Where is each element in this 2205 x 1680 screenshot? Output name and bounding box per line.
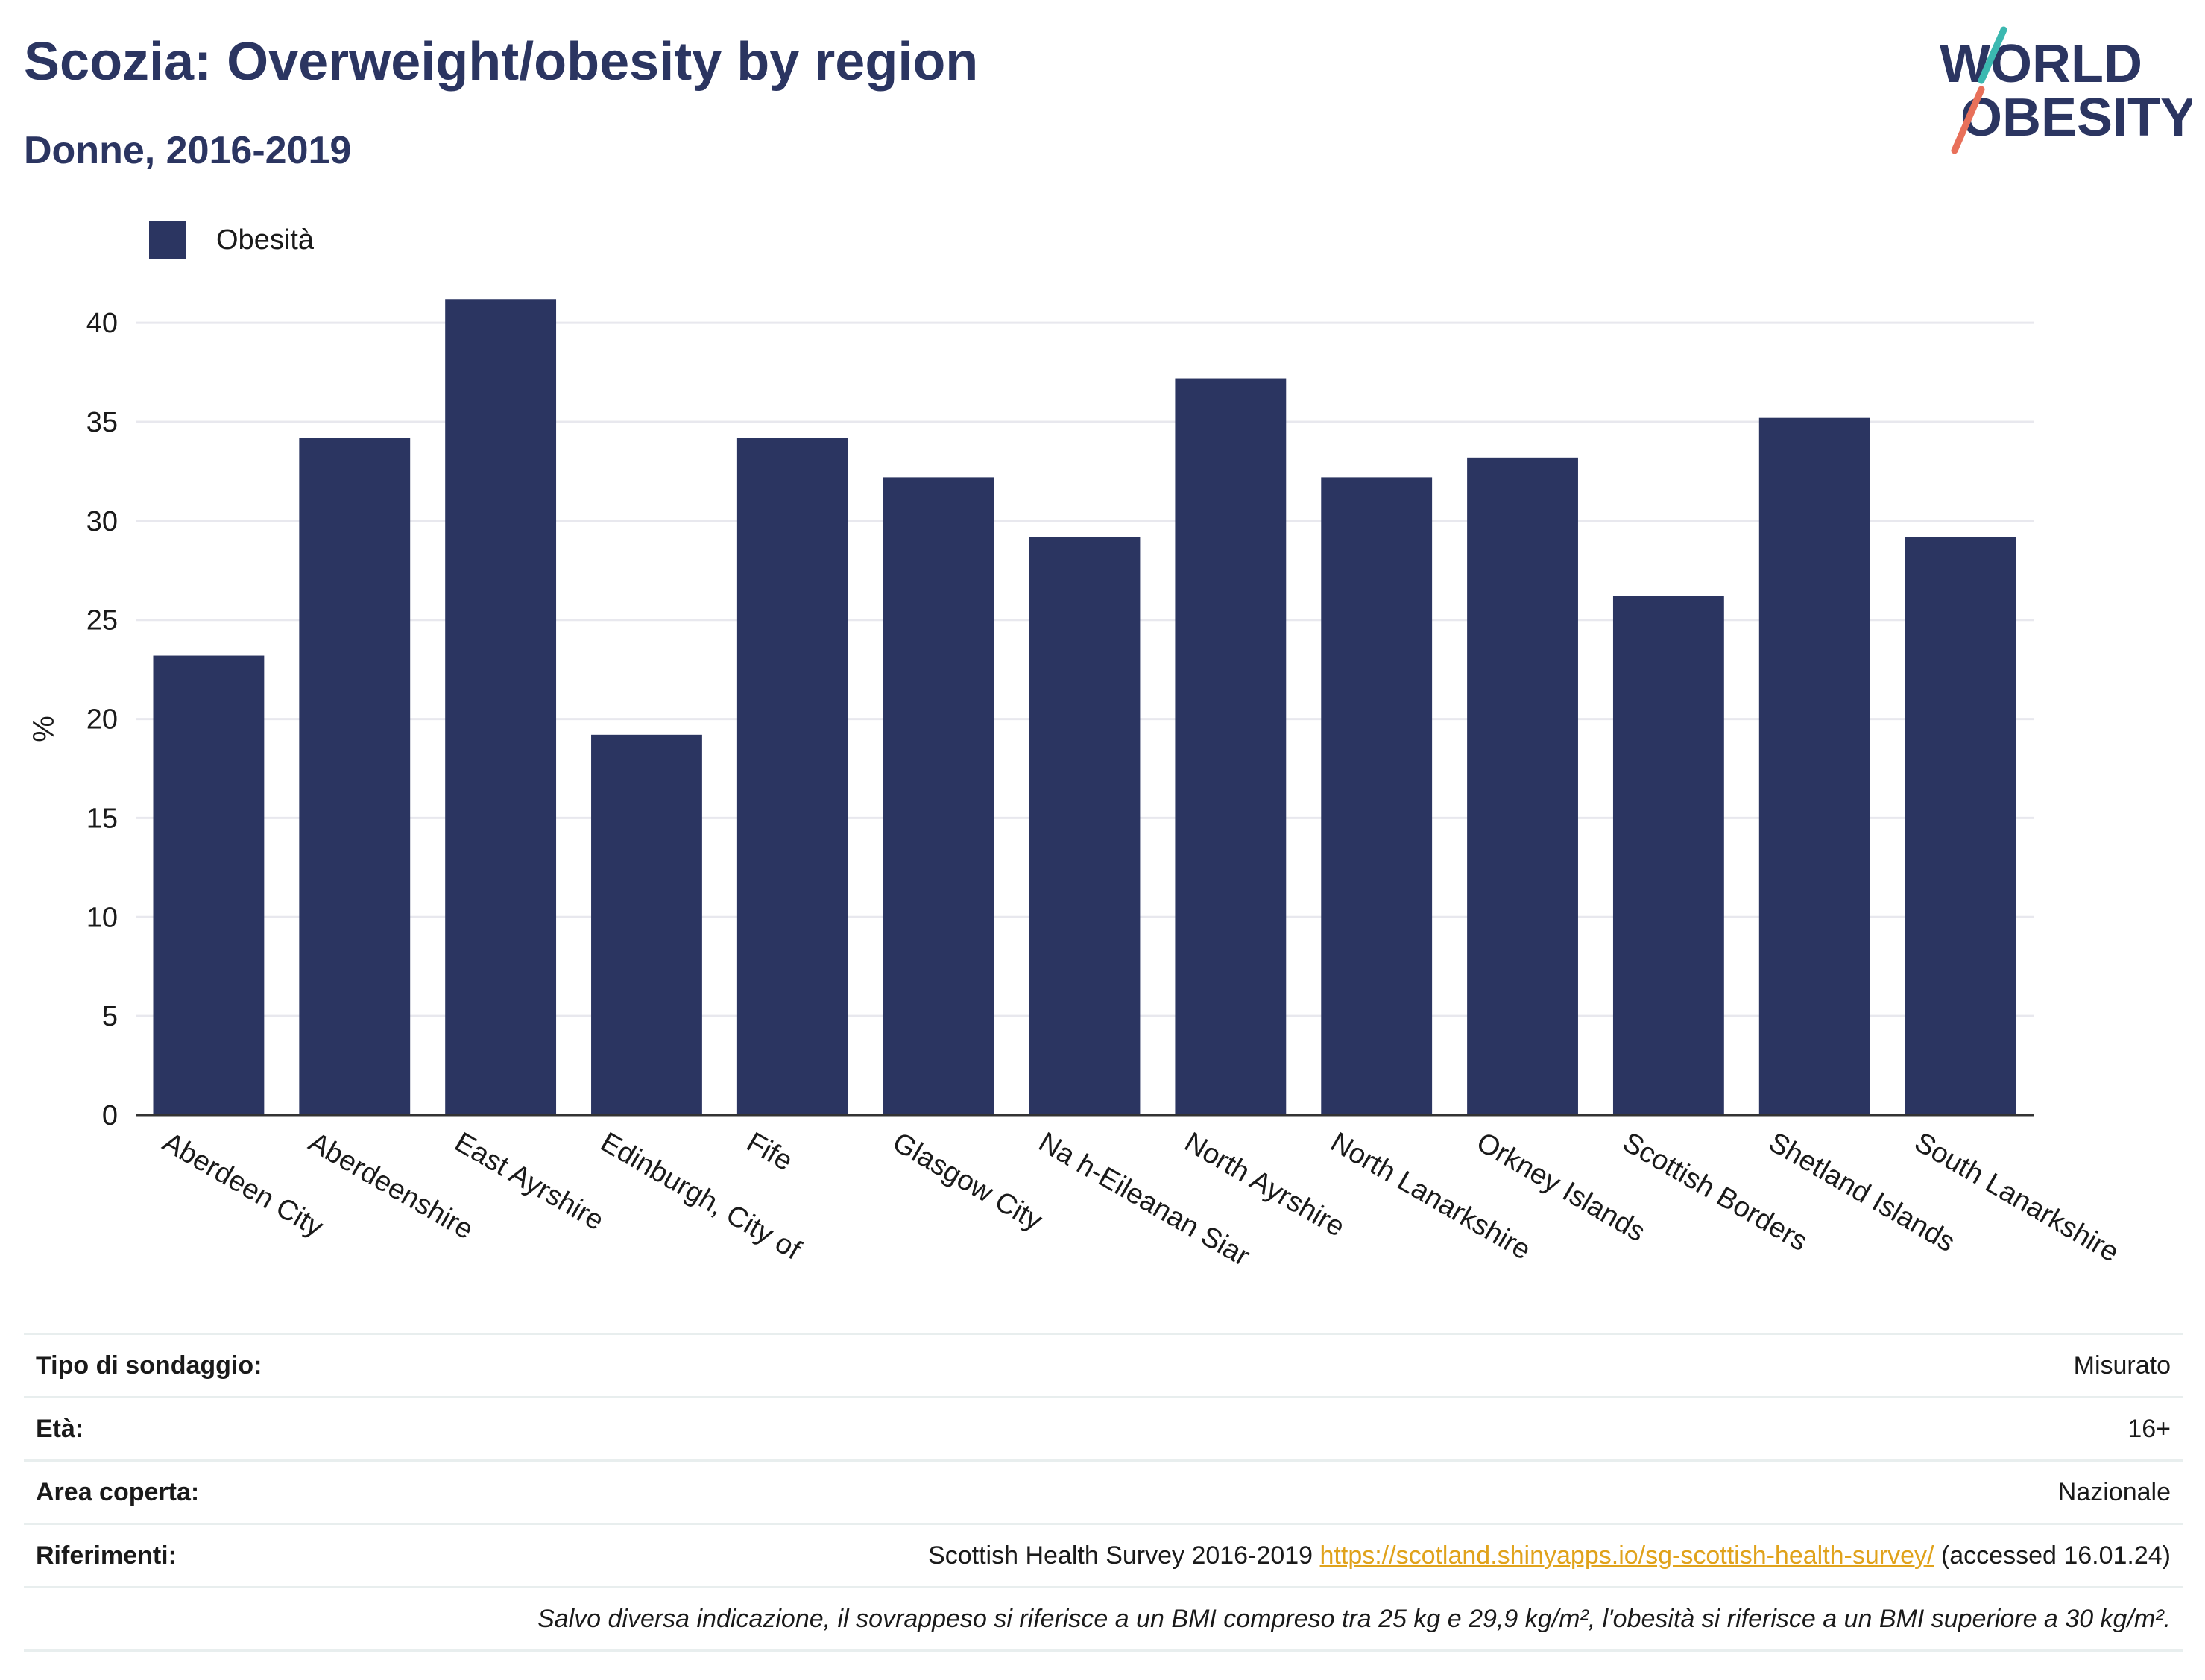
bar [736,438,848,1115]
bar [1612,596,1724,1115]
bar [1175,378,1287,1115]
x-tick-label: Fife [741,1126,798,1177]
x-tick-label: Aberdeenshire [303,1126,479,1245]
age-value: 16+ [2127,1414,2171,1443]
page-subtitle: Donne, 2016-2019 [24,129,352,172]
y-tick-label: 10 [86,902,118,933]
bar [1321,477,1433,1115]
bar [1758,417,1870,1115]
info-row-survey-type: Tipo di sondaggio: Misurato [24,1333,2183,1396]
y-tick-label: 20 [86,704,118,736]
y-tick-label: 35 [86,407,118,438]
bar-chart: 0 5 10 15 20 25 30 35 40% Aberdeen CityAberdeensh… [28,299,2124,1272]
info-row-note: Salvo diversa indicazione, il sovrappeso… [24,1586,2183,1652]
bar [1029,537,1141,1115]
y-tick-label: 15 [86,803,118,834]
bar [1905,537,2016,1115]
info-row-references: Riferimenti: Scottish Health Survey 2016… [24,1523,2183,1586]
legend-label: Obesità [216,224,314,256]
y-tick-label: 25 [86,605,118,637]
references-accessed: (accessed 16.01.24) [1940,1541,2171,1570]
references-label: Riferimenti: [36,1541,177,1570]
references-link[interactable]: https://scotland.shinyapps.io/sg-scottis… [1319,1541,1934,1570]
y-tick-label: 0 [102,1100,118,1131]
x-tick-label: Aberdeen City [157,1126,329,1243]
bar [591,734,702,1115]
bar [299,438,411,1115]
references-value: Scottish Health Survey 2016-2019 https:/… [928,1541,2183,1570]
survey-type-label: Tipo di sondaggio: [36,1351,262,1380]
y-tick-label: 40 [86,308,118,339]
survey-type-value: Misurato [2073,1351,2171,1380]
logo-teal-stroke [1978,26,2007,84]
area-value: Nazionale [2057,1477,2171,1506]
bar [1467,457,1578,1115]
logo-line2: OBESITY [1960,88,2192,148]
y-tick-label: 30 [86,506,118,537]
y-tick-label: 5 [102,1001,118,1032]
chart-legend: Obesità [149,221,314,259]
logo-line1: WORLD [1940,34,2142,94]
legend-swatch [149,221,186,259]
bar [445,299,557,1116]
page-title: Scozia: Overweight/obesity by region [24,32,979,92]
logo-coral-stroke [1951,86,1985,154]
bar [153,655,265,1115]
info-row-age: Età: 16+ [24,1396,2183,1459]
info-row-area: Area coperta: Nazionale [24,1459,2183,1523]
area-label: Area coperta: [36,1477,200,1506]
bar [883,477,994,1115]
x-tick-label: Glasgow City [887,1126,1047,1237]
world-obesity-logo: WORLD OBESITY [1940,26,2192,154]
y-axis-label: % [28,716,60,742]
info-table: Tipo di sondaggio: Misurato Età: 16+ Are… [24,1333,2183,1652]
age-label: Età: [36,1414,84,1443]
references-text: Scottish Health Survey 2016-2019 [928,1541,1313,1570]
bmi-note: Salvo diversa indicazione, il sovrappeso… [537,1604,2171,1633]
